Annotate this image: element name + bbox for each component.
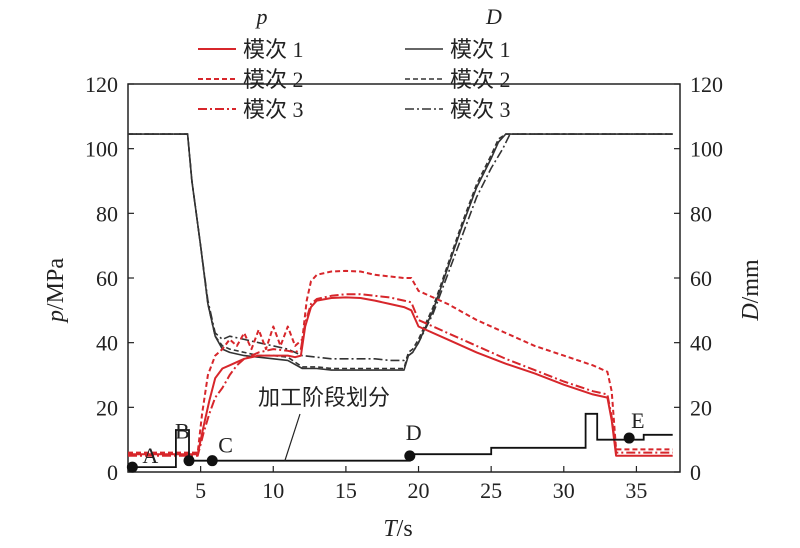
- stage-label-a: A: [142, 443, 158, 468]
- series-layer: [128, 133, 673, 457]
- y-right-tick-label-3: 60: [690, 266, 712, 291]
- stage-point-a: [126, 461, 138, 473]
- y-axis-title-right: D/mm: [738, 259, 764, 322]
- stage-label-c: C: [218, 433, 233, 458]
- legend-header-p: p: [255, 4, 268, 29]
- stage-point-e: [623, 432, 635, 444]
- y-axis-title-left: p/MPa: [43, 258, 69, 324]
- x-tick-label-3: 20: [408, 478, 430, 503]
- series-d-3-line: [128, 133, 673, 362]
- series-d-2-line: [128, 133, 673, 370]
- stage-label-d: D: [406, 420, 422, 445]
- series-p-2-line: [128, 269, 673, 454]
- stage-point-b: [183, 455, 195, 467]
- x-tick-label-1: 10: [262, 478, 284, 503]
- legend-label-p-3: 模次 3: [243, 97, 304, 122]
- annotation-text: 加工阶段划分: [258, 385, 390, 410]
- stage-point-c: [206, 455, 218, 467]
- y-left-tick-label-6: 120: [85, 72, 118, 97]
- axis-ticks: 5 10 15 20 25 30 35 0 0 20 20 40 40 60 60 80 80 100 100 120…: [85, 72, 723, 503]
- legend-label-d-3: 模次 3: [450, 97, 511, 122]
- y-right-tick-label-1: 20: [690, 395, 712, 420]
- legend-label-p-2: 模次 2: [243, 67, 304, 92]
- y-left-tick-label-5: 100: [85, 137, 118, 162]
- x-tick-label-2: 15: [335, 478, 357, 503]
- stage-label-b: B: [175, 419, 190, 444]
- annotation: 加工阶段划分: [258, 385, 390, 461]
- y-right-tick-label-2: 40: [690, 331, 712, 356]
- y-right-tick-label-4: 80: [690, 201, 712, 226]
- stage-layer: AB C D E: [126, 408, 673, 473]
- series-p-1-line: [128, 296, 673, 457]
- legend-label-d-1: 模次 1: [450, 37, 511, 62]
- y-left-tick-label-0: 0: [107, 460, 118, 485]
- y-right-tick-label-0: 0: [690, 460, 701, 485]
- x-tick-label-0: 5: [195, 478, 206, 503]
- stage-label-e: E: [631, 408, 644, 433]
- legend: p D 模次 1 模次 2 模次 3 模次 1 模次 2 模次 3: [198, 4, 511, 122]
- series-d-1-line: [128, 133, 673, 371]
- legend-header-d: D: [485, 4, 502, 29]
- legend-label-d-2: 模次 2: [450, 67, 511, 92]
- legend-label-p-1: 模次 1: [243, 37, 304, 62]
- x-tick-label-6: 35: [625, 478, 647, 503]
- x-tick-label-5: 30: [553, 478, 575, 503]
- y-left-tick-label-2: 40: [96, 331, 118, 356]
- x-tick-label-4: 25: [480, 478, 502, 503]
- series-p-3-line: [128, 293, 673, 457]
- y-left-tick-label-1: 20: [96, 395, 118, 420]
- y-right-tick-label-6: 120: [690, 72, 723, 97]
- stage-division-line: [128, 412, 673, 469]
- y-left-tick-label-4: 80: [96, 201, 118, 226]
- y-left-tick-label-3: 60: [96, 266, 118, 291]
- y-right-tick-label-5: 100: [690, 137, 723, 162]
- stage-point-d: [404, 450, 416, 462]
- x-axis-title: T/s: [383, 516, 412, 542]
- annotation-leader: [284, 413, 301, 461]
